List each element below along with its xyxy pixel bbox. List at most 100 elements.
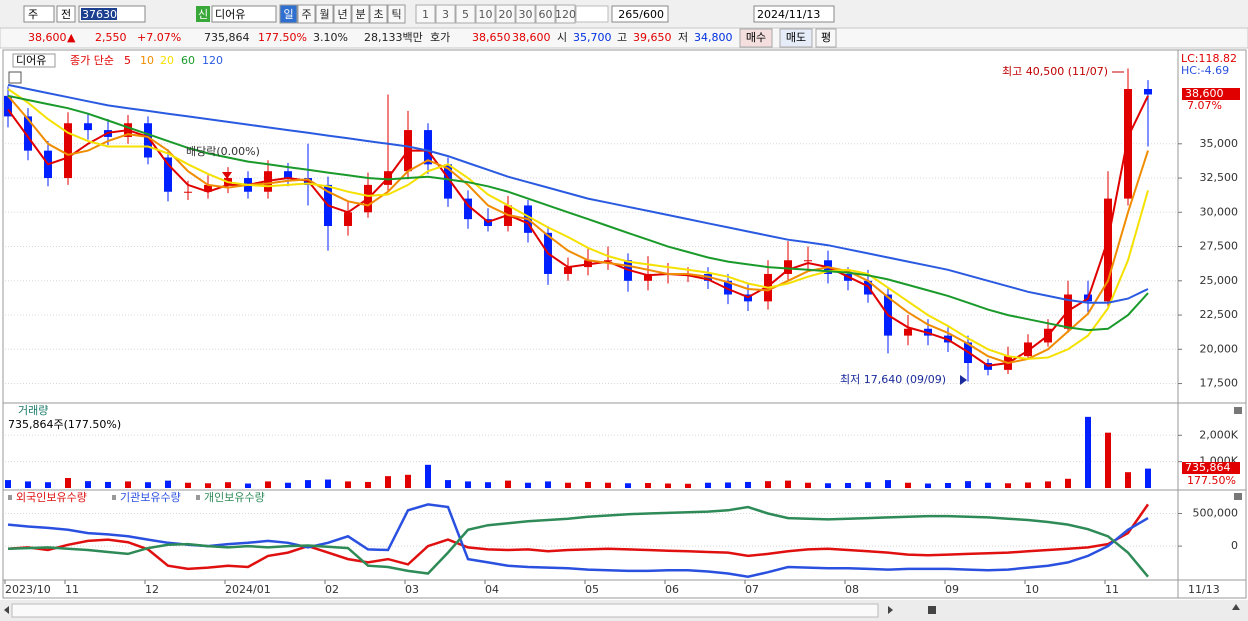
x-tick-label: 05 xyxy=(585,583,599,596)
period-label: 분 xyxy=(355,8,365,21)
legend-entry: 개인보유수량 xyxy=(204,491,265,504)
x-tick-label: 03 xyxy=(405,583,419,596)
volume-bar xyxy=(465,481,471,488)
legend-name-box xyxy=(12,53,56,68)
market-select[interactable] xyxy=(23,5,55,23)
candle-body xyxy=(284,171,292,179)
volume-bar xyxy=(885,480,891,488)
code-highlight xyxy=(81,8,117,20)
interval-button[interactable] xyxy=(495,4,516,24)
scroll-track[interactable] xyxy=(11,603,879,618)
interval-button[interactable] xyxy=(535,4,556,24)
interval-dropdown[interactable] xyxy=(575,5,609,23)
period-button[interactable] xyxy=(315,4,334,24)
volume-bar xyxy=(245,483,251,488)
quote-turnover: 3.10% xyxy=(313,31,348,44)
interval-button[interactable] xyxy=(415,4,436,24)
count-input[interactable] xyxy=(611,5,669,23)
volume-bar xyxy=(45,482,51,488)
scroll-left[interactable] xyxy=(4,606,9,614)
period-button[interactable] xyxy=(369,4,388,24)
candle-body xyxy=(564,267,572,274)
volume-bar xyxy=(945,482,951,488)
annotation: 최저 17,640 (09/09) xyxy=(840,373,946,386)
prefix: 전 xyxy=(61,8,71,21)
period-button[interactable] xyxy=(351,4,370,24)
moving-average xyxy=(7,83,1149,304)
interval-button[interactable] xyxy=(555,4,576,24)
legend-entry: 외국인보유수량 xyxy=(16,491,87,504)
last-price-tag xyxy=(1182,88,1240,100)
period-label: 틱 xyxy=(391,8,401,21)
y-tick-label: 25,000 xyxy=(1200,274,1239,287)
panel-subtitle: 735,864주(177.50%) xyxy=(8,418,121,431)
candle-body xyxy=(64,123,72,179)
last-rate: 7.07% xyxy=(1187,99,1222,112)
annotation: 배당락(0.00%) xyxy=(186,145,260,158)
volume-bar xyxy=(145,482,151,488)
interval-button[interactable] xyxy=(475,4,496,24)
date-input[interactable] xyxy=(753,5,835,23)
candle-body xyxy=(464,198,472,220)
interval-label: 3 xyxy=(442,8,449,21)
stop[interactable] xyxy=(928,606,936,614)
volume-ratio: 177.50% xyxy=(1187,474,1236,487)
date: 2024/11/13 xyxy=(757,8,820,21)
annotation-marker xyxy=(960,375,967,385)
quote-bid: 38,600 xyxy=(512,31,551,44)
moving-average xyxy=(7,95,1149,367)
interval-button[interactable] xyxy=(435,4,456,24)
count: 265/600 xyxy=(618,8,664,21)
holding-line xyxy=(7,505,1149,578)
name-input[interactable] xyxy=(211,5,277,23)
volume-bar xyxy=(345,481,351,488)
volume-bar xyxy=(685,483,691,488)
quote-open: 35,700 xyxy=(573,31,612,44)
panel-close[interactable] xyxy=(1234,407,1242,414)
interval-button[interactable] xyxy=(515,4,536,24)
volume-bar xyxy=(985,482,991,488)
zoom[interactable] xyxy=(1232,604,1240,610)
quote-low-label: 저 xyxy=(678,31,688,44)
period-button[interactable] xyxy=(333,4,352,24)
volume-bar xyxy=(5,480,11,488)
play[interactable] xyxy=(888,606,893,614)
volume-bar xyxy=(1005,483,1011,488)
candle-body xyxy=(204,184,212,192)
scroll-controls xyxy=(4,604,1240,614)
period-label: 주 xyxy=(301,8,311,21)
panel-title: 거래량 xyxy=(18,404,48,417)
legend-entry: 10 xyxy=(140,54,154,67)
avg-button[interactable] xyxy=(815,28,837,48)
quote-volume: 735,864 xyxy=(204,31,250,44)
panel-close[interactable] xyxy=(1234,493,1242,500)
volume-bar xyxy=(585,481,591,488)
quote-ask: 38,650 xyxy=(472,31,511,44)
grid-icon[interactable] xyxy=(8,71,22,84)
moving-average xyxy=(7,88,1149,360)
period-button[interactable] xyxy=(279,4,298,24)
quote-high: 39,650 xyxy=(633,31,672,44)
volume-bar xyxy=(725,482,731,488)
volume-bar xyxy=(325,479,331,488)
interval-label: 120 xyxy=(555,8,576,21)
volume-bar xyxy=(165,480,171,488)
sell-button[interactable] xyxy=(779,28,813,48)
sell-label: 매도 xyxy=(786,31,806,44)
y-tick-label: 0 xyxy=(1231,539,1238,552)
prefix-select[interactable] xyxy=(56,5,76,23)
candle-body xyxy=(444,164,452,199)
period-button[interactable] xyxy=(387,4,406,24)
interval-button[interactable] xyxy=(455,4,476,24)
volume-bar xyxy=(645,482,651,488)
interval-label: 1 xyxy=(422,8,429,21)
buy-button[interactable] xyxy=(739,28,773,48)
x-tick-label: 10 xyxy=(1025,583,1039,596)
candle-body xyxy=(904,328,912,336)
volume-bar xyxy=(705,482,711,488)
last-price: 38,600 xyxy=(1185,87,1224,100)
x-tick-label: 04 xyxy=(485,583,499,596)
volume-bar xyxy=(225,482,231,488)
period-button[interactable] xyxy=(297,4,316,24)
x-tick-label: 08 xyxy=(845,583,859,596)
